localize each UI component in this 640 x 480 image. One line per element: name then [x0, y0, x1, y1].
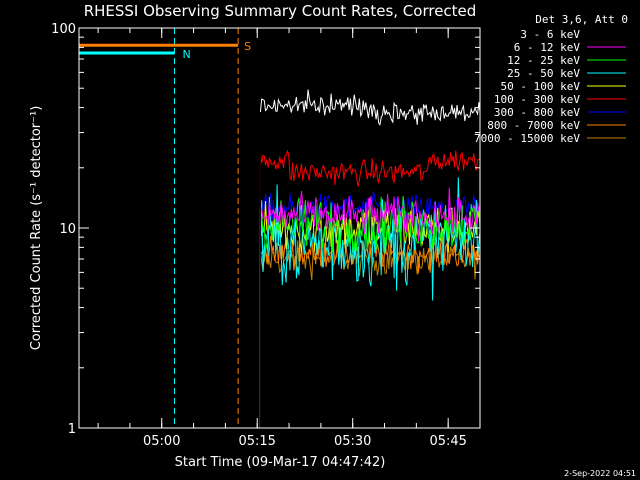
legend-label-6: 300 - 800 keV — [494, 106, 580, 119]
legend-label-1: 6 - 12 keV — [514, 41, 581, 54]
legend-label-5: 100 - 300 keV — [494, 93, 580, 106]
x-tick-label: 05:15 — [238, 434, 275, 449]
y-tick-label: 10 — [59, 222, 76, 237]
legend-label-8: 7000 - 15000 keV — [474, 132, 580, 145]
legend-label-3: 25 - 50 keV — [507, 67, 580, 80]
series-line-3 — [259, 177, 480, 428]
x-tick-label: 05:45 — [429, 434, 466, 449]
y-axis-title: Corrected Count Rate (s⁻¹ detector⁻¹) — [29, 106, 44, 351]
legend-label-2: 12 - 25 keV — [507, 54, 580, 67]
x-tick-label: 05:00 — [143, 434, 180, 449]
legend-label-0: 3 - 6 keV — [520, 28, 580, 41]
plot-clipped-group: NS — [79, 28, 480, 428]
legend-title: Det 3,6, Att 0 — [535, 13, 628, 26]
axes: 1 10 100 05:00 05:15 05:30 05:45 — [51, 22, 481, 449]
series-line-3-6-kev-trace — [259, 89, 480, 127]
chart-title: RHESSI Observing Summary Count Rates, Co… — [84, 2, 477, 20]
series-line-7 — [259, 232, 480, 428]
y-tick-label: 100 — [51, 22, 76, 37]
x-tick-label: 05:30 — [334, 434, 371, 449]
series-line-5 — [259, 149, 480, 428]
plot-area: NS — [79, 28, 480, 428]
night-label: N — [182, 48, 190, 61]
series-line-1 — [259, 187, 480, 428]
legend-label-4: 50 - 100 keV — [501, 80, 581, 93]
legend-label-7: 800 - 7000 keV — [487, 119, 580, 132]
x-axis-title: Start Time (09-Mar-17 04:47:42) — [175, 455, 386, 470]
timestamp: 2-Sep-2022 04:51 — [564, 469, 636, 478]
y-tick-label: 1 — [68, 422, 76, 437]
saa-label: S — [244, 40, 251, 53]
